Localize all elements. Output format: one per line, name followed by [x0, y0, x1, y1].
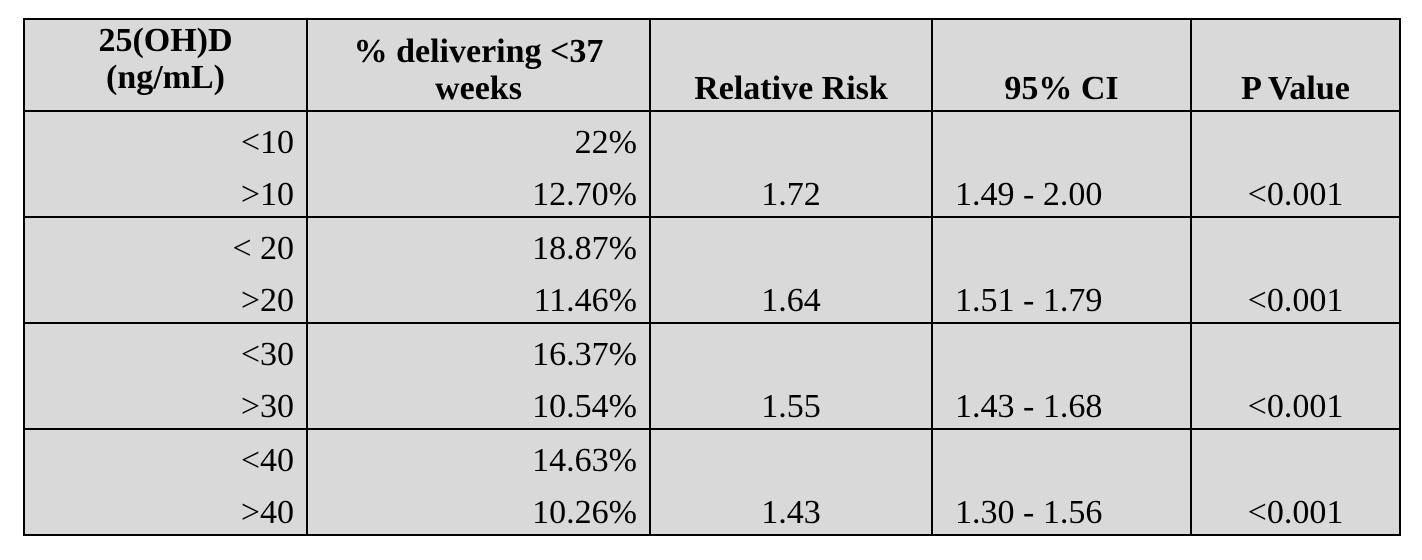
table-row: >10 12.70% 1.72 1.49 - 2.00 <0.001	[23, 165, 1401, 217]
ci-cell	[931, 110, 1192, 165]
header-confidence-interval: 95% CI	[931, 19, 1192, 112]
header-vitamin-d-line2: (ng/mL)	[106, 59, 225, 96]
level-cell: <10	[23, 110, 308, 165]
table-row: <40 14.63%	[23, 428, 1401, 483]
ci-cell: 1.51 - 1.79	[931, 271, 1192, 323]
relative-risk-cell: 1.72	[649, 165, 933, 217]
percent-cell: 11.46%	[306, 271, 651, 323]
table-row: <30 16.37%	[23, 322, 1401, 377]
header-vitamin-d-level: 25(OH)D (ng/mL)	[23, 19, 308, 112]
percent-cell: 10.54%	[306, 377, 651, 429]
ci-cell	[931, 428, 1192, 483]
header-relative-risk: Relative Risk	[649, 19, 933, 112]
header-percent-line1: % delivering <37	[353, 33, 604, 70]
table-row: >20 11.46% 1.64 1.51 - 1.79 <0.001	[23, 271, 1401, 323]
p-value-cell: <0.001	[1190, 271, 1401, 323]
ci-cell: 1.30 - 1.56	[931, 483, 1192, 535]
p-value-cell	[1190, 216, 1401, 271]
percent-cell: 10.26%	[306, 483, 651, 535]
header-percent-line2: weeks	[435, 70, 522, 107]
header-percent-preterm: % delivering <37 weeks	[306, 19, 651, 112]
ci-cell: 1.49 - 2.00	[931, 165, 1192, 217]
percent-cell: 22%	[306, 110, 651, 165]
table-row: >30 10.54% 1.55 1.43 - 1.68 <0.001	[23, 377, 1401, 429]
p-value-cell	[1190, 322, 1401, 377]
level-cell: <30	[23, 322, 308, 377]
level-cell: <40	[23, 428, 308, 483]
relative-risk-cell	[649, 216, 933, 271]
level-cell: >40	[23, 483, 308, 535]
header-row: 25(OH)D (ng/mL) % delivering <37 weeks R…	[23, 19, 1401, 112]
vitamin-d-preterm-table: 25(OH)D (ng/mL) % delivering <37 weeks R…	[23, 18, 1401, 536]
table-row: <10 22%	[23, 110, 1401, 165]
level-cell: < 20	[23, 216, 308, 271]
relative-risk-cell	[649, 428, 933, 483]
percent-cell: 18.87%	[306, 216, 651, 271]
p-value-cell	[1190, 428, 1401, 483]
ci-cell	[931, 216, 1192, 271]
table-row: >40 10.26% 1.43 1.30 - 1.56 <0.001	[23, 483, 1401, 535]
level-cell: >10	[23, 165, 308, 217]
p-value-cell: <0.001	[1190, 377, 1401, 429]
ci-cell: 1.43 - 1.68	[931, 377, 1192, 429]
header-vitamin-d-line1: 25(OH)D	[98, 22, 233, 59]
relative-risk-cell	[649, 110, 933, 165]
table-row: < 20 18.87%	[23, 216, 1401, 271]
ci-cell	[931, 322, 1192, 377]
relative-risk-cell: 1.55	[649, 377, 933, 429]
p-value-cell	[1190, 110, 1401, 165]
p-value-cell: <0.001	[1190, 483, 1401, 535]
relative-risk-cell	[649, 322, 933, 377]
relative-risk-cell: 1.64	[649, 271, 933, 323]
relative-risk-cell: 1.43	[649, 483, 933, 535]
level-cell: >30	[23, 377, 308, 429]
percent-cell: 16.37%	[306, 322, 651, 377]
percent-cell: 12.70%	[306, 165, 651, 217]
percent-cell: 14.63%	[306, 428, 651, 483]
level-cell: >20	[23, 271, 308, 323]
p-value-cell: <0.001	[1190, 165, 1401, 217]
header-p-value: P Value	[1190, 19, 1401, 112]
